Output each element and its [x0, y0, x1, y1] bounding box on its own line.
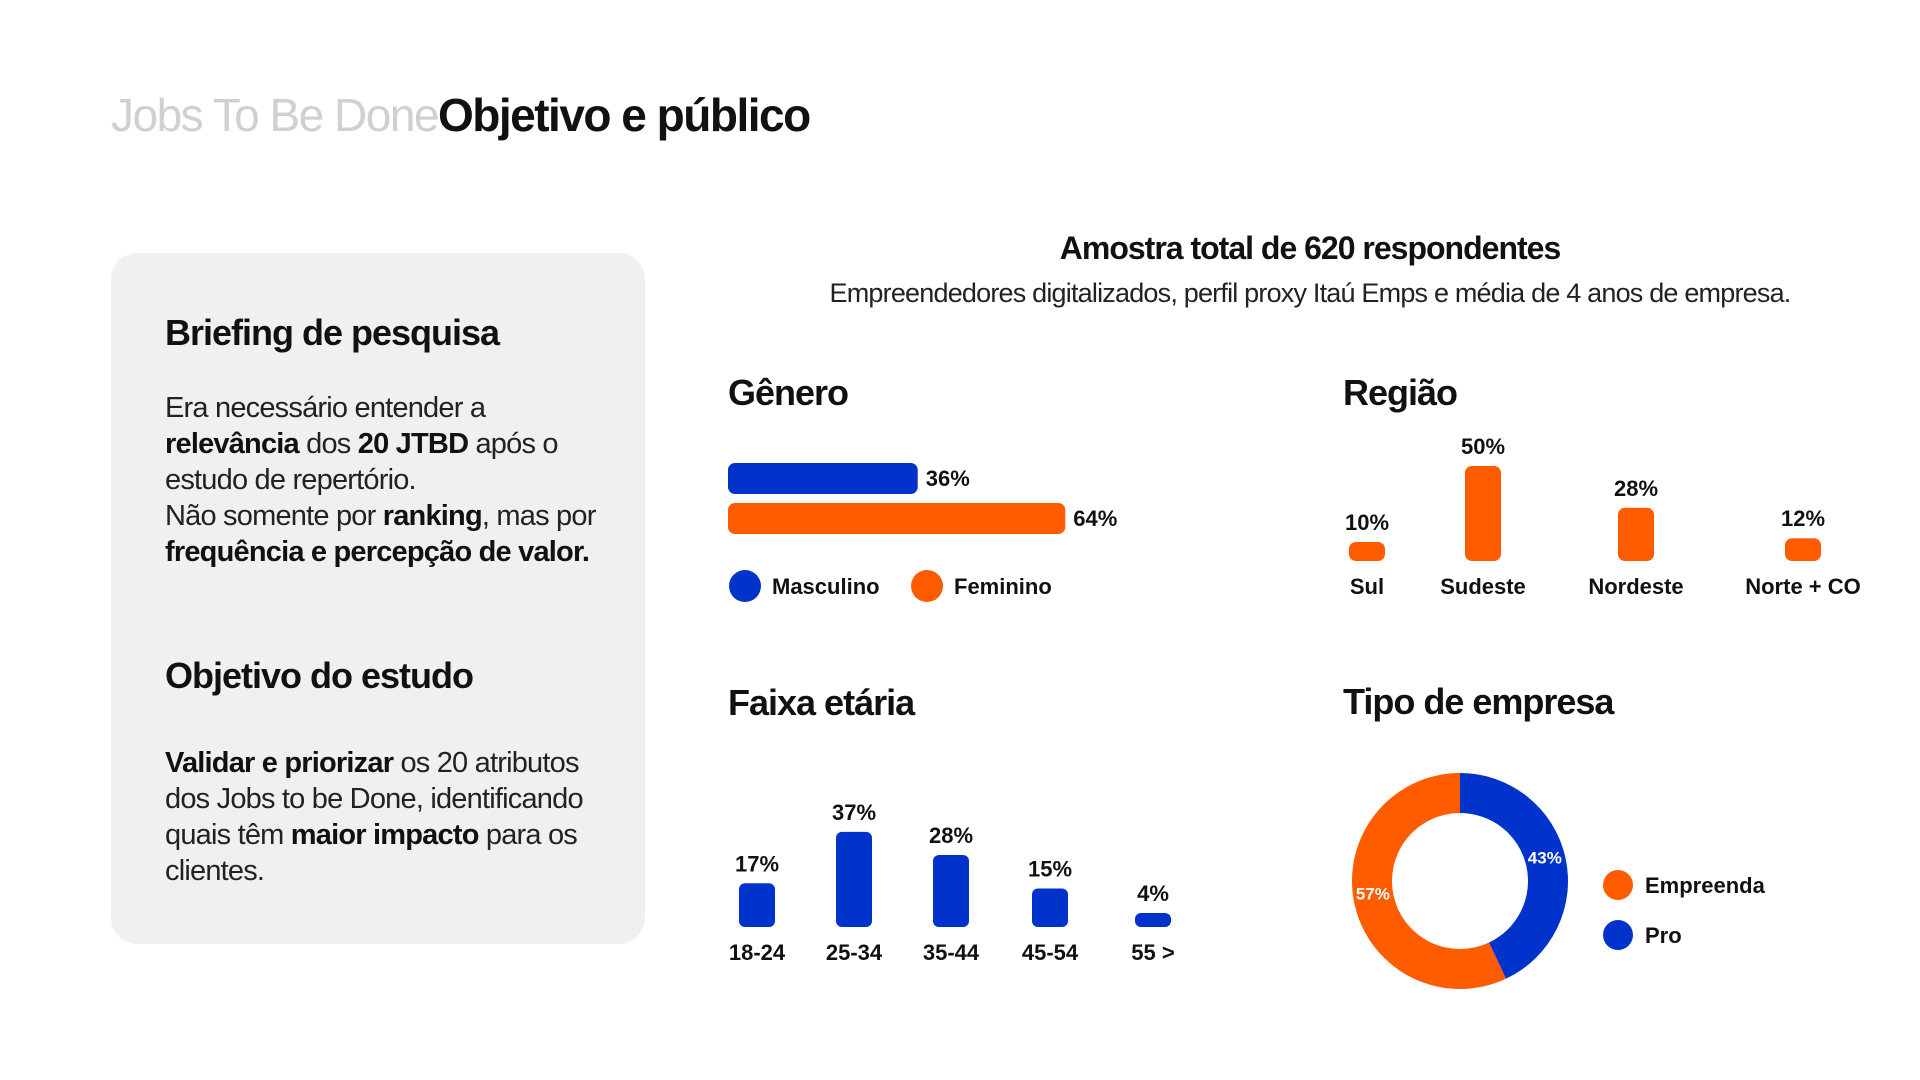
age-bar-label: 15%: [1028, 856, 1072, 881]
gender-legend-label: Feminino: [954, 574, 1052, 599]
briefing-card: [111, 253, 645, 944]
age-category-label: 55 >: [1131, 940, 1174, 965]
age-category-label: 35-44: [923, 940, 980, 965]
body-text: os 20 atributos dos Jobs to be Done, ide…: [165, 747, 584, 851]
age-bar: [1135, 913, 1171, 927]
donut-slice-label: 57%: [1356, 884, 1390, 903]
title-main: Objetivo e público: [438, 89, 811, 141]
sample-title: Amostra total de 620 respondentes: [1059, 230, 1561, 266]
briefing-text: Era necessário entender a relevância dos…: [165, 390, 615, 570]
objective-title: Objetivo do estudo: [165, 655, 474, 696]
age-category-label: 25-34: [826, 940, 883, 965]
donut-slice: [1352, 773, 1506, 989]
age-bar-label: 37%: [832, 800, 876, 825]
legend-dot: [1603, 870, 1633, 900]
body-text: Não somente por: [165, 500, 383, 532]
age-bar: [933, 855, 969, 927]
emphasis-text: frequência e percepção de valor.: [165, 536, 590, 568]
region-bar-label: 28%: [1614, 476, 1658, 501]
region-title: Região: [1343, 372, 1458, 413]
title-prefix: Jobs To Be Done: [111, 89, 440, 141]
gender-title: Gênero: [728, 372, 849, 413]
emphasis-text: relevância: [165, 428, 300, 460]
age-bar: [836, 831, 872, 927]
company-legend-label: Empreenda: [1645, 873, 1766, 898]
age-bar: [1032, 888, 1068, 927]
age-bar: [739, 883, 775, 927]
emphasis-text: maior impacto: [290, 819, 480, 851]
emphasis-text: 20 JTBD: [357, 428, 469, 460]
body-text: , mas por: [481, 500, 596, 532]
age-category-label: 18-24: [729, 940, 786, 965]
region-bar: [1785, 538, 1821, 561]
page-title: Jobs To Be DoneObjetivo e público: [111, 88, 811, 142]
company-type-title: Tipo de empresa: [1343, 681, 1614, 722]
donut-slice-label: 43%: [1528, 849, 1562, 868]
region-bar: [1349, 542, 1385, 561]
region-bar-label: 12%: [1781, 506, 1825, 531]
gender-bar: [728, 503, 1066, 534]
gender-legend-label: Masculino: [772, 574, 880, 599]
objective-text: Validar e priorizar os 20 atributos dos …: [165, 745, 615, 889]
region-category-label: Nordeste: [1588, 574, 1683, 599]
emphasis-text: ranking: [382, 500, 483, 532]
legend-dot: [1603, 920, 1633, 950]
body-text: Era necessário entender a: [165, 392, 486, 424]
legend-dot: [911, 570, 943, 602]
gender-bar: [728, 463, 918, 494]
region-bar-label: 50%: [1461, 434, 1505, 459]
region-bar: [1465, 466, 1501, 561]
region-category-label: Norte + CO: [1745, 574, 1861, 599]
sample-subtitle: Empreendedores digitalizados, perfil pro…: [829, 278, 1792, 308]
body-text: após o estudo de repertório.: [165, 428, 559, 496]
age-bar-label: 28%: [929, 823, 973, 848]
region-category-label: Sudeste: [1440, 574, 1526, 599]
region-bar-label: 10%: [1345, 510, 1389, 535]
age-title: Faixa etária: [728, 682, 915, 723]
company-legend-label: Pro: [1645, 923, 1682, 948]
legend-dot: [729, 570, 761, 602]
body-text: para os clientes.: [165, 819, 578, 887]
age-bar-label: 4%: [1137, 881, 1169, 906]
emphasis-text: Validar e priorizar: [165, 747, 394, 779]
region-bar: [1618, 507, 1654, 561]
gender-bar-label: 36%: [926, 466, 970, 491]
gender-bar-label: 64%: [1073, 506, 1117, 531]
briefing-title: Briefing de pesquisa: [165, 312, 500, 353]
age-bar-label: 17%: [735, 851, 779, 876]
region-category-label: Sul: [1350, 574, 1384, 599]
body-text: dos: [298, 428, 358, 460]
age-category-label: 45-54: [1022, 940, 1079, 965]
donut-slice: [1460, 773, 1569, 979]
